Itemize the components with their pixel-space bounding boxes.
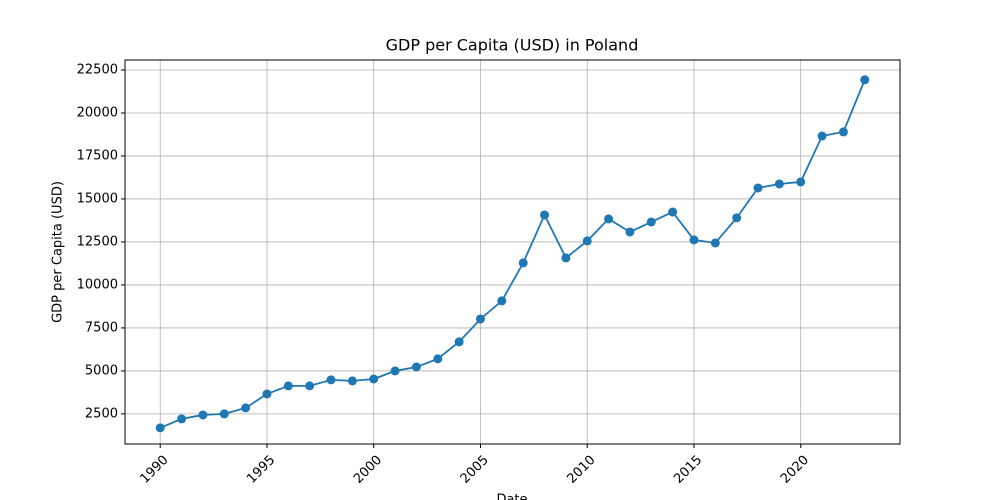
plot-frame [124, 59, 901, 445]
data-line [159, 79, 866, 429]
data-point [561, 253, 571, 263]
data-point [326, 375, 336, 385]
y-tick-label: 12500 [77, 234, 118, 249]
data-point [305, 381, 315, 391]
data-point [369, 374, 379, 384]
data-point [475, 314, 485, 324]
chart-title: GDP per Capita (USD) in Poland [386, 36, 639, 55]
data-point [497, 296, 507, 306]
data-point [646, 217, 656, 227]
data-point [454, 337, 464, 347]
y-tick-label: 2500 [85, 406, 118, 421]
data-point [604, 214, 614, 224]
data-point [177, 414, 187, 424]
data-point [625, 227, 635, 237]
y-axis-label: GDP per Capita (USD) [51, 181, 66, 323]
data-point [390, 366, 400, 376]
data-point [860, 75, 870, 85]
data-point [689, 235, 699, 245]
y-tick-label: 17500 [77, 148, 118, 163]
data-point [796, 177, 806, 187]
data-point [155, 423, 165, 433]
data-point [817, 131, 827, 141]
data-point [433, 354, 443, 364]
y-tick-label: 7500 [85, 320, 118, 335]
data-point [710, 238, 720, 248]
y-tick-label: 20000 [77, 105, 118, 120]
data-point [753, 183, 763, 193]
data-point [774, 179, 784, 189]
data-point [540, 210, 550, 220]
data-point [732, 213, 742, 223]
y-tick-label: 10000 [77, 277, 118, 292]
data-point [219, 409, 229, 419]
data-point [582, 236, 592, 246]
data-point [283, 381, 293, 391]
x-axis-label: Date [496, 493, 527, 500]
y-tick-label: 22500 [77, 62, 118, 77]
data-point [241, 403, 251, 413]
y-tick-label: 5000 [85, 363, 118, 378]
y-tick-label: 15000 [77, 191, 118, 206]
data-point [198, 410, 208, 420]
data-point [838, 127, 848, 137]
data-point [518, 258, 528, 268]
data-point [668, 207, 678, 217]
data-point [411, 362, 421, 372]
data-point [347, 376, 357, 386]
data-point [262, 389, 272, 399]
